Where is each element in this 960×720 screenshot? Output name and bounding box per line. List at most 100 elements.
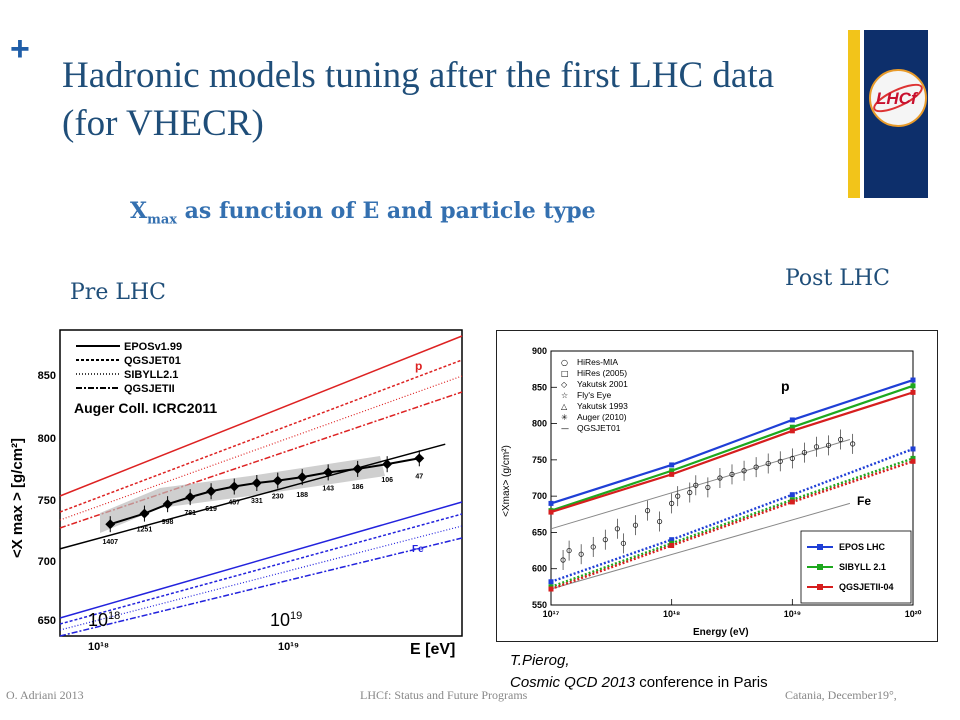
measurement-point [789,455,795,462]
right-legend-symbol: ✳ [561,413,568,422]
decade-2-exp: 19 [290,610,303,622]
model-legend-label: QGSJETII-04 [839,582,894,592]
subtitle-rest: as function of E and particle type [177,198,596,224]
right-ytick-label: 850 [532,382,547,392]
measurement-point [566,547,572,554]
right-fe-label: Fe [857,494,871,508]
left-ytick: 750 [38,495,56,507]
legend-label-qgsjetii: QGSJETII [124,383,175,395]
measurement-point [693,482,699,488]
model-legend-label: SIBYLL 2.1 [839,562,886,572]
model-marker [910,455,916,461]
measurement-point [813,444,820,450]
epos-model-line [59,443,446,550]
decade-label-19: 1019 [270,610,302,631]
slide-title: Hadronic models tuning after the first L… [62,55,775,144]
left-proton-line [59,359,463,513]
auger-count-label: 230 [272,494,284,501]
model-legend-marker [817,564,823,570]
left-ytick: 700 [38,556,56,568]
slide-bullet-plus: + [10,30,30,68]
auger-count-label: 106 [381,477,393,484]
auger-data-point [414,453,425,464]
model-legend-label: EPOS LHC [839,542,886,552]
left-sys-band [100,456,385,533]
auger-count-label: 143 [322,485,334,492]
auger-count-label: 188 [296,492,308,499]
right-legend-symbol: ○ [561,358,568,367]
right-legend-symbol: ☆ [561,391,568,400]
model-marker [910,377,916,383]
model-marker [789,424,795,430]
measurement-point [717,475,723,481]
decade-2-base: 10 [270,610,291,630]
auger-count-label: 619 [205,506,217,513]
model-marker [548,579,554,585]
measurement-point [644,508,651,514]
measurement-point [741,468,747,474]
right-ytick-label: 900 [532,346,547,356]
right-xtick-label: 10¹⁹ [784,609,801,619]
right-legend-label: HiRes (2005) [577,368,627,378]
legend-label-sibyll: SIBYLL2.1 [124,369,178,381]
model-marker [789,492,795,498]
right-ytick-label: 600 [532,564,547,574]
credit-author: T.Pierog, [510,652,570,669]
measurement-point [705,484,711,491]
left-xtick: 10¹⁹ [278,641,299,653]
model-marker [669,462,675,468]
left-proton-line [59,391,463,529]
left-ytick: 800 [38,433,56,445]
right-xtick-label: 10²⁰ [905,609,922,619]
model-marker [548,586,554,592]
model-marker [669,468,675,474]
measurement-point [657,518,663,525]
model-marker [789,499,795,505]
auger-data-point [206,486,217,497]
left-counts-group: 1407 1251 998 781 619 457 331 230 188 143 186 106 47 [102,473,423,546]
right-xlabel: Energy (eV) [693,627,749,638]
measurement-point [729,471,735,477]
model-marker [789,428,795,434]
measurement-point [614,526,620,532]
measurement-point [837,436,844,443]
model-marker [669,471,675,477]
model-marker [548,500,554,506]
footer-title: LHCf: Status and Future Programs [360,688,528,702]
model-iron-line [550,447,914,583]
pre-lhc-chart: <X max > [g/cm²] E [eV] 850 800 750 700 … [0,318,470,660]
right-legend-symbol: — [561,424,569,433]
post-lhc-label: Post LHC [785,266,890,291]
right-legend-label: QGSJET01 [577,423,621,433]
model-legend-marker [817,584,823,590]
model-proton-line [550,384,914,512]
auger-data-point [229,481,240,492]
left-fe-label: Fe [412,544,424,555]
right-legend-label: HiRes-MIA [577,357,618,367]
right-legend-label: Yakutsk 2001 [577,379,628,389]
auger-data-point [382,459,393,470]
right-ytick-label: 550 [532,600,547,610]
right-series-group [548,377,916,592]
measurement-point [590,544,596,550]
legend-label-epos: EPOSv1.99 [124,341,182,353]
left-ytick: 650 [38,615,56,627]
right-xticks-group: 10¹⁷ 10¹⁸ 10¹⁹ 10²⁰ [543,599,922,619]
auger-label: Auger Coll. ICRC2011 [74,400,218,416]
subtitle-sub: max [147,212,178,228]
right-legend-symbol: △ [561,402,568,411]
decade-1-base: 10 [88,610,109,630]
logo-text: LHCf [876,89,919,108]
right-data-legend-group: ○ HiRes-MIA □ HiRes (2005) ◇ Yakutsk 2001 ☆ Fly… [550,357,851,590]
auger-data-point [162,499,173,510]
post-lhc-chart-svg: 550 600 650 700 750 800 850 900 10¹⁷ 10¹⁸ 10¹⁹ 10²… [501,346,922,638]
model-proton-line [550,391,914,514]
decade-1-exp: 18 [108,610,121,622]
auger-count-label: 331 [251,498,263,505]
measurement-point [669,500,675,506]
auger-count-label: 186 [352,484,364,491]
left-proton-line [59,375,463,521]
footer-author: O. Adriani 2013 [6,688,84,702]
qgsjet01-iron-line [550,502,851,590]
model-marker [910,458,916,464]
